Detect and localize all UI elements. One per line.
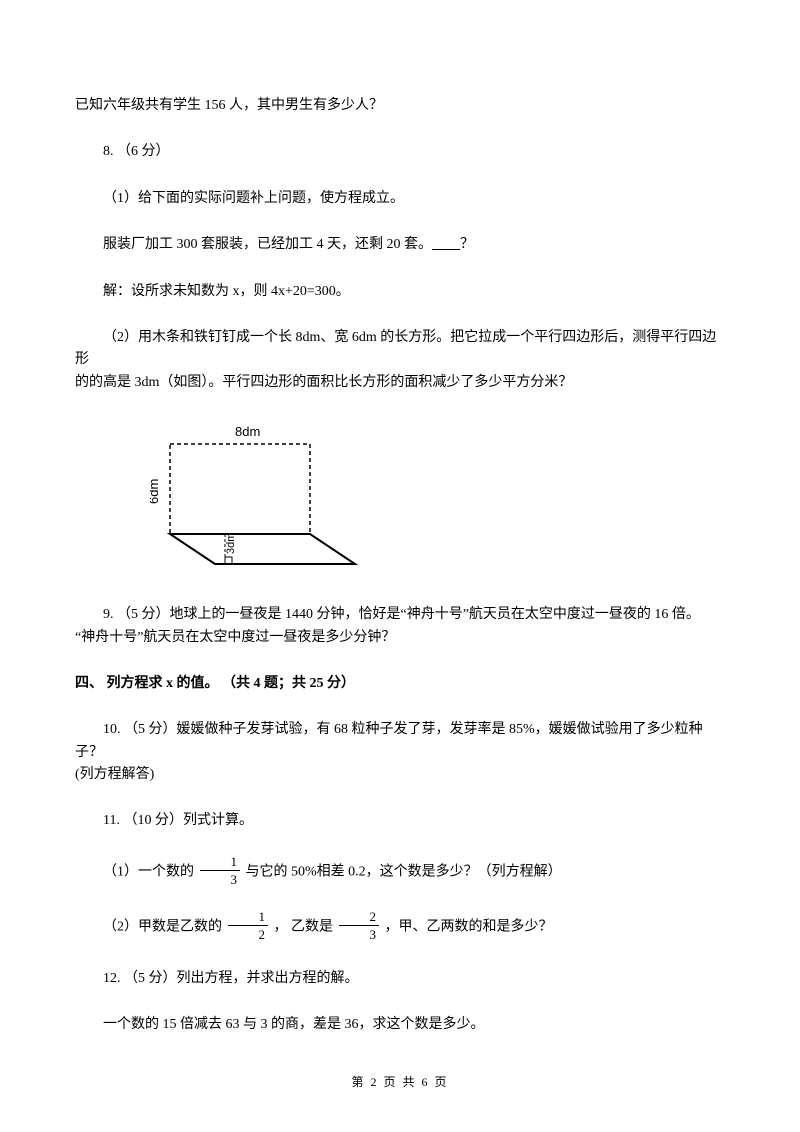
diagram-parallelogram bbox=[170, 534, 355, 564]
q8-part2-line2: 的的高是 3dm（如图）。平行四边形的面积比长方形的面积减少了多少平方分米？ bbox=[75, 372, 725, 394]
fraction-1-3: 13 bbox=[200, 855, 241, 886]
q10-line2: (列方程解答) bbox=[75, 764, 725, 786]
q8-qmark: ？ bbox=[460, 237, 474, 252]
q8-part1: （1）给下面的实际问题补上问题，使方程成立。 bbox=[75, 188, 725, 210]
q8-part1-body-pre: 服装厂加工 300 套服装，已经加工 4 天，还剩 20 套。 bbox=[103, 237, 432, 252]
q11-header: 11. （10 分）列式计算。 bbox=[75, 810, 725, 832]
section4-header: 四、 列方程求 x 的值。 （共 4 题；共 25 分） bbox=[75, 673, 725, 695]
q11-part1: （1）一个数的 13 与它的 50%相差 0.2，这个数是多少？（列方程解） bbox=[75, 857, 725, 889]
q10-line1: 10. （5 分）媛媛做种子发芽试验，有 68 粒种子发了芽，发芽率是 85%，… bbox=[75, 719, 725, 764]
q8-diagram: 8dm 6dm 3dm bbox=[150, 424, 360, 574]
q11-p2-mid: ， 乙数是 bbox=[270, 920, 337, 935]
q11-part2: （2）甲数是乙数的 12 ， 乙数是 23 ，甲、乙两数的和是多少？ bbox=[75, 912, 725, 944]
diagram-rectangle bbox=[170, 444, 310, 534]
q7-tail: 已知六年级共有学生 156 人，其中男生有多少人？ bbox=[75, 95, 725, 117]
diagram-left-label: 6dm bbox=[150, 479, 161, 504]
q11-p1-pre: （1）一个数的 bbox=[103, 865, 198, 880]
q8-blank bbox=[432, 237, 460, 252]
q8-part1-solution: 解：设所求未知数为 x，则 4x+20=300。 bbox=[75, 281, 725, 303]
q8-header: 8. （6 分） bbox=[75, 141, 725, 163]
fraction-1-2: 12 bbox=[228, 910, 269, 941]
q11-p2-post: ，甲、乙两数的和是多少？ bbox=[381, 920, 553, 935]
q9-line2: “神舟十号”航天员在太空中度过一昼夜是多少分钟？ bbox=[75, 627, 725, 649]
diagram-inner-label: 3dm bbox=[225, 533, 237, 554]
q12-body: 一个数的 15 倍减去 63 与 3 的商，差是 36，求这个数是多少。 bbox=[75, 1014, 725, 1036]
q9-line1: 9. （5 分）地球上的一昼夜是 1440 分钟，恰好是“神舟十号”航天员在太空… bbox=[75, 604, 725, 626]
diagram-top-label: 8dm bbox=[235, 424, 260, 439]
diagram-right-angle bbox=[225, 557, 232, 564]
q12-header: 12. （5 分）列出方程，并求出方程的解。 bbox=[75, 968, 725, 990]
q11-p1-post: 与它的 50%相差 0.2，这个数是多少？（列方程解） bbox=[242, 865, 562, 880]
fraction-2-3: 23 bbox=[339, 910, 380, 941]
page-footer: 第 2 页 共 6 页 bbox=[0, 1073, 800, 1092]
q8-part2-line1: （2）用木条和铁钉钉成一个长 8dm、宽 6dm 的长方形。把它拉成一个平行四边… bbox=[75, 327, 725, 372]
q8-part1-body: 服装厂加工 300 套服装，已经加工 4 天，还剩 20 套。 ？ bbox=[75, 234, 725, 256]
q11-p2-pre: （2）甲数是乙数的 bbox=[103, 920, 226, 935]
